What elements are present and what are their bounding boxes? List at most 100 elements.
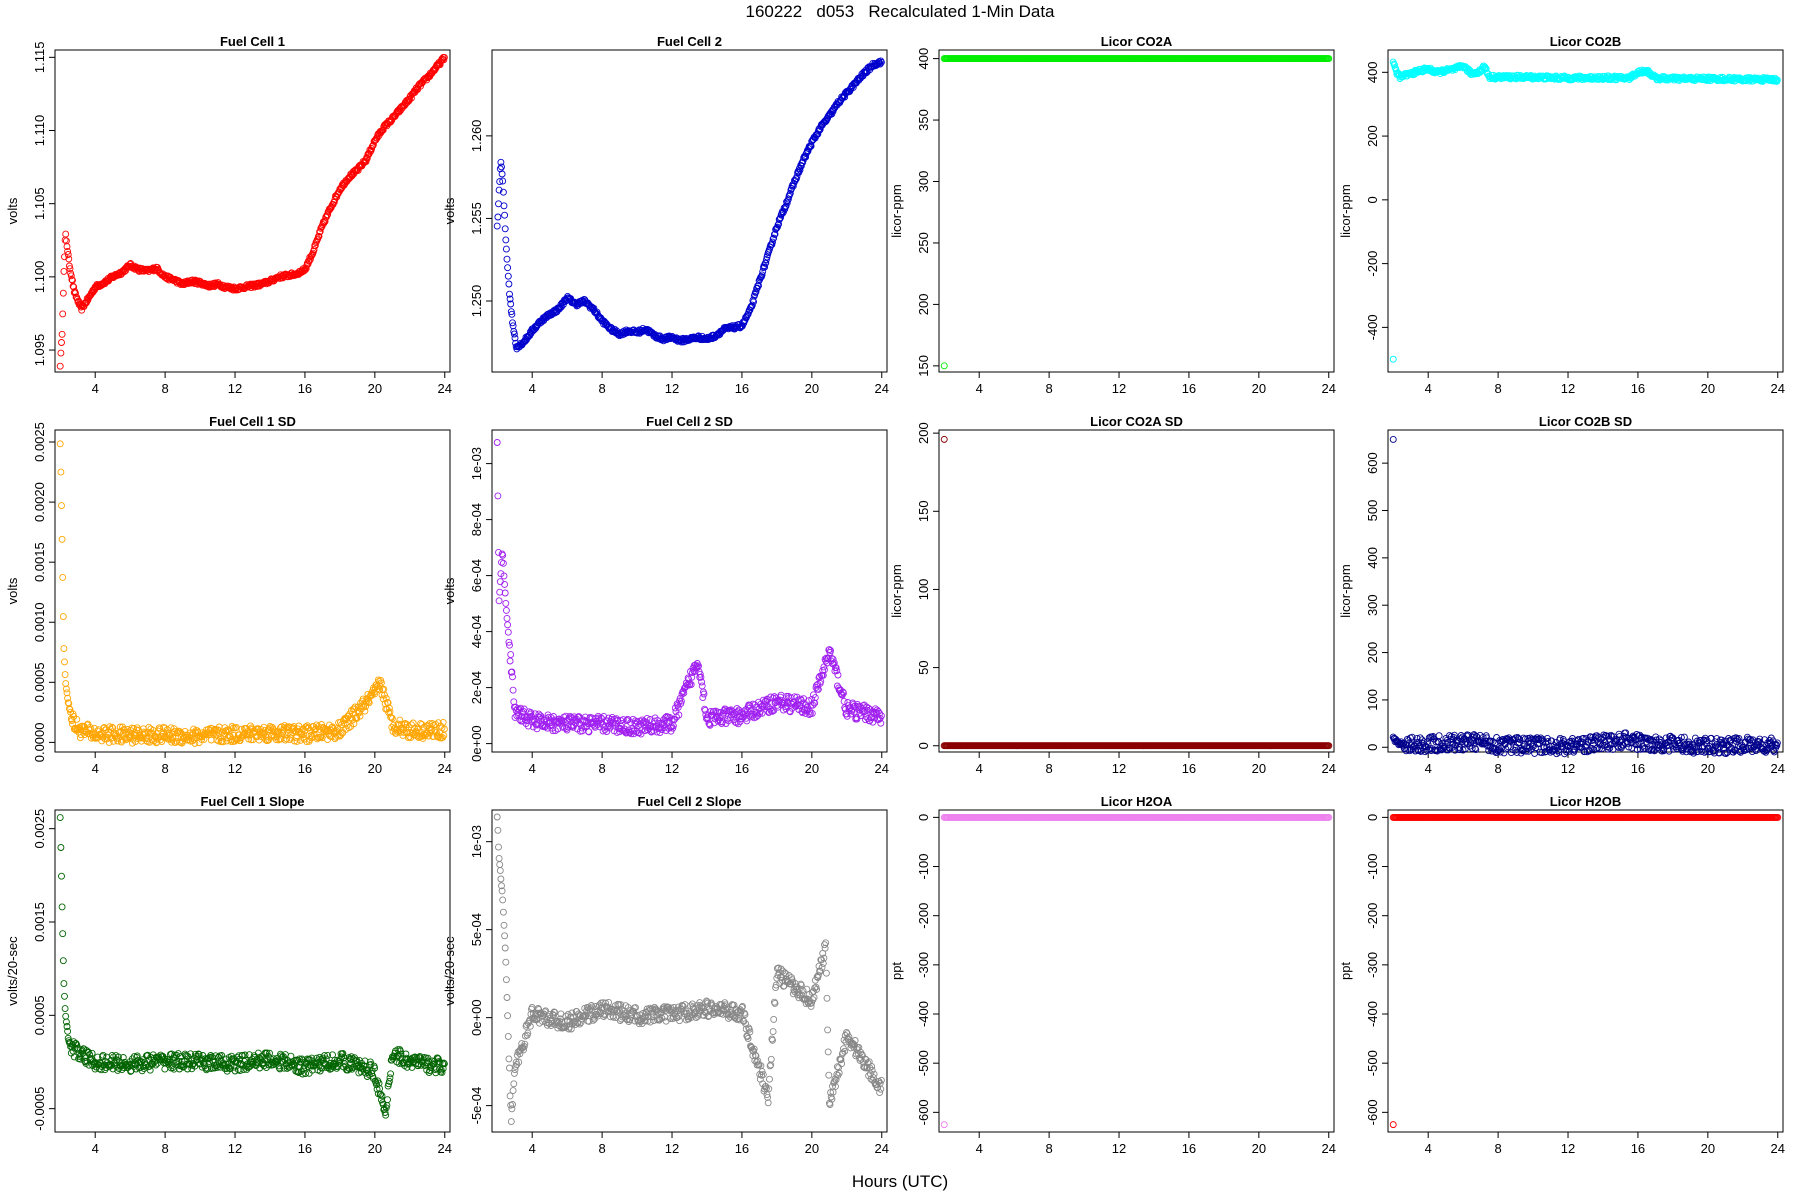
data-point xyxy=(504,272,512,280)
y-tick-label: 600 xyxy=(1365,452,1380,474)
data-point xyxy=(493,439,501,446)
data-point xyxy=(499,559,507,567)
data-point xyxy=(65,262,73,270)
data-point xyxy=(509,319,516,327)
x-tick-label: 24 xyxy=(875,381,889,396)
data-point xyxy=(796,166,804,174)
x-tick-label: 12 xyxy=(1112,381,1126,396)
y-tick-label: 0.0010 xyxy=(32,602,47,642)
series-points xyxy=(56,53,448,370)
data-point xyxy=(799,157,807,165)
y-tick-label: 100 xyxy=(916,579,931,601)
data-point xyxy=(505,280,513,288)
y-tick-label: -0.0005 xyxy=(32,1087,47,1131)
y-tick-label: 500 xyxy=(1365,500,1380,522)
x-tick-label: 12 xyxy=(1561,381,1575,396)
x-tick-label: 20 xyxy=(1701,761,1715,776)
plot-frame xyxy=(491,429,888,753)
data-point xyxy=(1531,749,1539,757)
y-tick-label: 0.0020 xyxy=(32,482,47,522)
plot-frame xyxy=(938,49,1335,373)
x-tick-label: 12 xyxy=(228,761,242,776)
y-tick-label: 100 xyxy=(1365,689,1380,711)
y-tick-label: 1.260 xyxy=(469,120,484,153)
y-tick-label: 2e-04 xyxy=(469,671,484,704)
data-point xyxy=(61,992,68,1000)
x-tick-label: 4 xyxy=(529,761,536,776)
y-tick-label: 1.095 xyxy=(32,334,47,367)
outlier-point xyxy=(940,435,948,443)
data-point xyxy=(506,290,513,298)
data-point xyxy=(508,310,516,318)
data-point xyxy=(58,872,65,880)
data-point xyxy=(59,573,67,581)
data-point xyxy=(440,53,448,61)
data-point xyxy=(876,60,884,68)
panel-title: Fuel Cell 1 xyxy=(220,34,285,49)
data-point xyxy=(290,270,298,278)
x-tick-label: 8 xyxy=(161,381,168,396)
data-point xyxy=(503,255,511,263)
data-point xyxy=(366,148,374,156)
x-tick-label: 20 xyxy=(1252,761,1266,776)
series-points xyxy=(940,435,1333,750)
series-points xyxy=(56,814,448,1119)
data-point xyxy=(755,282,762,290)
figure-title: 160222 d053 Recalculated 1-Min Data xyxy=(745,2,1055,21)
data-point xyxy=(793,172,801,180)
data-point xyxy=(499,177,507,185)
data-point xyxy=(56,440,64,448)
x-tick-label: 4 xyxy=(92,761,99,776)
y-axis-label: volts xyxy=(5,197,20,224)
y-tick-label: 1.255 xyxy=(469,202,484,235)
data-point xyxy=(56,362,64,370)
data-point xyxy=(59,930,67,938)
series-points xyxy=(493,57,885,353)
data-point xyxy=(501,589,509,597)
x-tick-label: 4 xyxy=(92,1141,99,1156)
data-point xyxy=(510,328,518,335)
x-tick-label: 16 xyxy=(298,381,312,396)
x-tick-label: 12 xyxy=(228,1141,242,1156)
data-point xyxy=(496,178,504,186)
data-point xyxy=(877,58,885,66)
data-point xyxy=(61,253,68,261)
x-tick-label: 4 xyxy=(976,381,983,396)
data-point xyxy=(507,308,515,316)
data-point xyxy=(769,235,777,243)
data-point xyxy=(58,339,65,346)
data-point xyxy=(507,651,515,659)
x-tick-label: 16 xyxy=(1182,761,1196,776)
x-tick-label: 24 xyxy=(1322,381,1336,396)
y-tick-label: -400 xyxy=(1365,314,1380,340)
data-point xyxy=(495,548,502,556)
x-tick-label: 16 xyxy=(1631,761,1645,776)
data-point xyxy=(62,230,70,238)
data-point xyxy=(63,243,71,251)
data-point xyxy=(60,267,68,275)
y-tick-label: 400 xyxy=(1365,547,1380,569)
y-tick-label: 300 xyxy=(1365,594,1380,616)
data-point xyxy=(65,255,73,263)
y-tick-label: 350 xyxy=(916,109,931,131)
data-point xyxy=(699,694,707,702)
data-point xyxy=(761,263,769,271)
data-point xyxy=(752,288,760,296)
x-tick-label: 24 xyxy=(438,381,452,396)
x-tick-label: 24 xyxy=(1771,381,1785,396)
data-point xyxy=(78,306,86,314)
series-points xyxy=(493,439,885,738)
data-point xyxy=(362,158,370,165)
data-point xyxy=(504,621,512,629)
data-point xyxy=(62,1012,70,1020)
data-point xyxy=(72,289,79,297)
y-tick-label: 200 xyxy=(1365,642,1380,664)
series-points xyxy=(56,440,448,747)
x-tick-label: 16 xyxy=(735,381,749,396)
data-point xyxy=(59,289,67,297)
